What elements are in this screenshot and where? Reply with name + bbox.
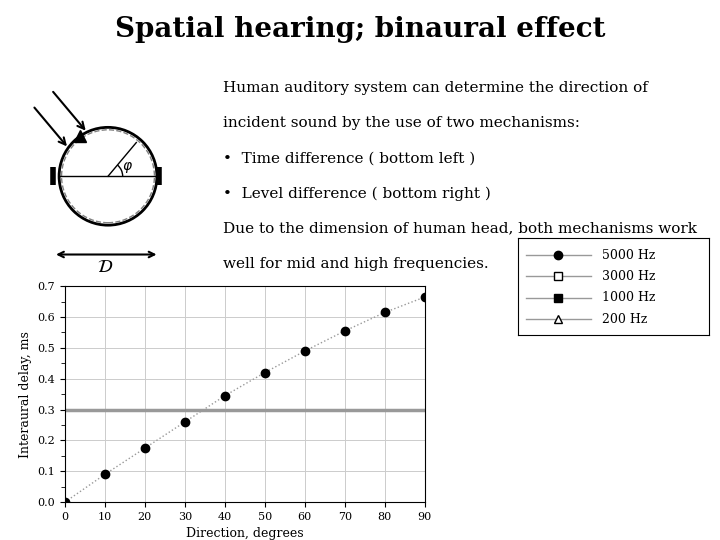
Text: incident sound by the use of two mechanisms:: incident sound by the use of two mechani…	[223, 116, 580, 130]
Text: Human auditory system can determine the direction of: Human auditory system can determine the …	[223, 81, 648, 95]
Text: 1000 Hz: 1000 Hz	[603, 292, 656, 305]
Text: $\varphi$: $\varphi$	[122, 160, 132, 176]
Text: $\mathcal{D}$: $\mathcal{D}$	[97, 258, 114, 275]
X-axis label: Direction, degrees: Direction, degrees	[186, 528, 304, 540]
Text: 200 Hz: 200 Hz	[603, 313, 648, 326]
Text: •  Level difference ( bottom right ): • Level difference ( bottom right )	[223, 186, 491, 201]
Text: 3000 Hz: 3000 Hz	[603, 270, 656, 283]
Text: well for mid and high frequencies.: well for mid and high frequencies.	[223, 256, 489, 271]
Text: 5000 Hz: 5000 Hz	[603, 248, 656, 261]
Text: •  Time difference ( bottom left ): • Time difference ( bottom left )	[223, 151, 475, 165]
Y-axis label: Interaural delay, ms: Interaural delay, ms	[19, 331, 32, 457]
Text: Spatial hearing; binaural effect: Spatial hearing; binaural effect	[114, 16, 606, 43]
Text: Due to the dimension of human head, both mechanisms work: Due to the dimension of human head, both…	[223, 221, 697, 235]
